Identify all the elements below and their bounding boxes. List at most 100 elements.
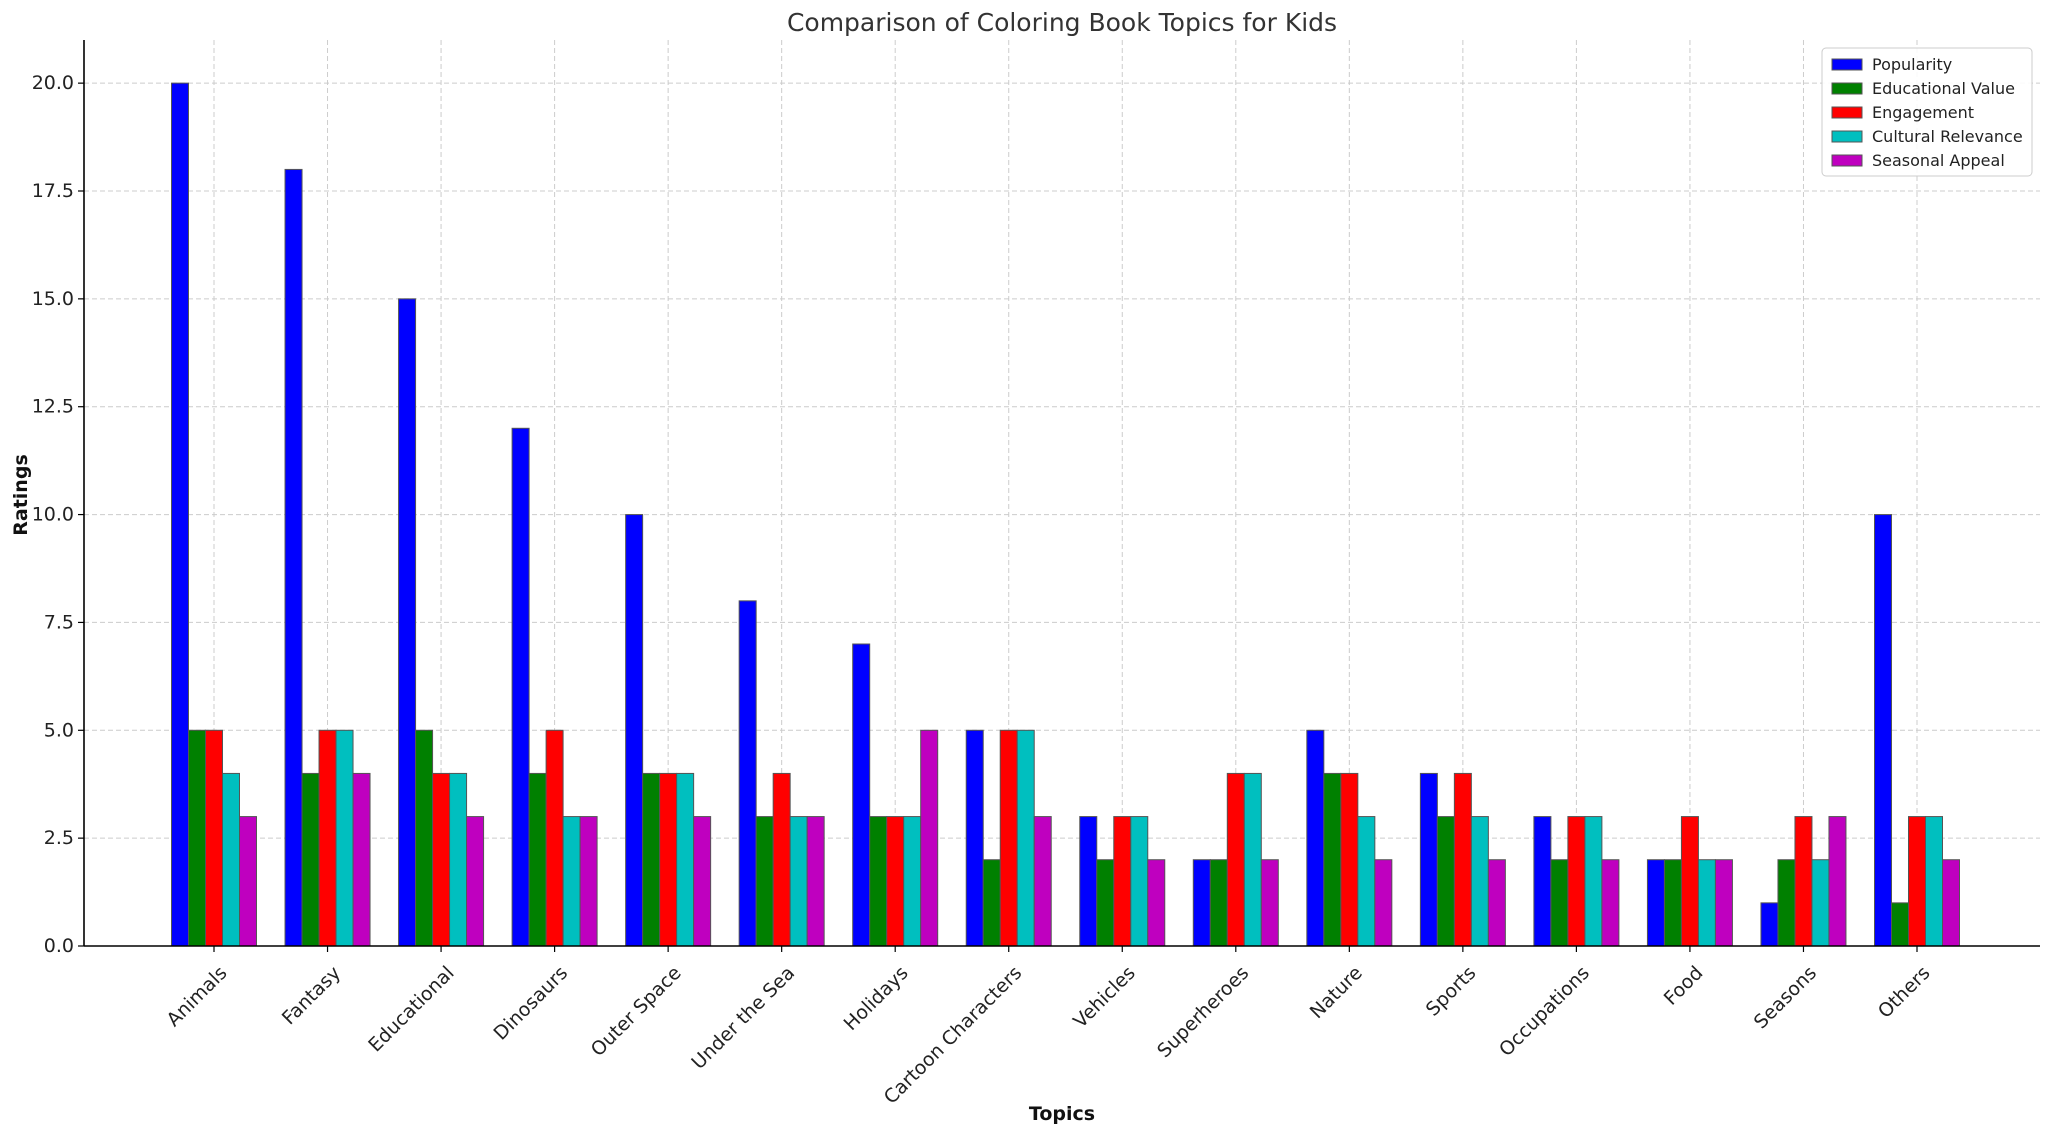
bar-engagement	[205, 729, 223, 947]
y-tick-label: 2.5	[44, 827, 74, 849]
bar-educational-value	[1777, 859, 1796, 947]
bar-seasonal-appeal	[1601, 859, 1620, 947]
x-tick-label: Occupations	[1495, 962, 1594, 1061]
bar-engagement	[1226, 772, 1245, 947]
bar-popularity	[1533, 816, 1552, 947]
bar-educational-value	[301, 772, 320, 947]
bar-seasonal-appeal	[579, 816, 598, 947]
bar-seasonal-appeal	[806, 816, 825, 947]
bar-cultural-relevance	[222, 772, 240, 947]
bar-educational-value	[528, 772, 547, 947]
bar-engagement	[999, 729, 1018, 947]
bar-seasonal-appeal	[239, 816, 257, 947]
y-tick-label: 12.5	[32, 396, 74, 418]
bar-seasonal-appeal	[1487, 859, 1506, 947]
bar-educational-value	[1436, 816, 1455, 947]
bar-seasonal-appeal	[1147, 859, 1166, 947]
bar-engagement	[1453, 772, 1472, 947]
bar-cultural-relevance	[789, 816, 808, 947]
y-tick-label: 15.0	[32, 288, 74, 310]
x-tick-label: Others	[1874, 962, 1935, 1023]
bar-educational-value	[755, 816, 774, 947]
y-tick-label: 0.0	[44, 935, 74, 957]
bar-cultural-relevance	[562, 816, 581, 947]
legend-swatch	[1831, 154, 1863, 167]
legend-swatch	[1831, 82, 1863, 95]
bar-educational-value	[188, 729, 206, 947]
legend-swatch	[1831, 130, 1863, 143]
bar-popularity	[284, 168, 303, 947]
bar-engagement	[1908, 816, 1926, 947]
bar-cultural-relevance	[449, 772, 468, 947]
legend-label: Educational Value	[1872, 79, 2015, 98]
bar-seasonal-appeal	[1374, 859, 1393, 947]
y-tick-label: 20.0	[32, 72, 74, 94]
bar-seasonal-appeal	[1714, 859, 1733, 947]
bar-popularity	[852, 643, 871, 947]
bar-seasonal-appeal	[1942, 859, 1960, 947]
bar-cultural-relevance	[1016, 729, 1035, 947]
chart-title: Comparison of Coloring Book Topics for K…	[787, 8, 1337, 37]
x-tick-label: Dinosaurs	[489, 962, 572, 1045]
legend-label: Engagement	[1872, 103, 1974, 122]
bars-layer	[171, 82, 1960, 947]
axes-layer	[83, 40, 2040, 947]
bar-educational-value	[1323, 772, 1342, 947]
bar-engagement	[1567, 816, 1586, 947]
bar-popularity	[1874, 514, 1892, 947]
bar-cultural-relevance	[1243, 772, 1262, 947]
bar-educational-value	[415, 729, 434, 947]
bar-cultural-relevance	[676, 772, 695, 947]
bar-educational-value	[1096, 859, 1115, 947]
x-tick-label: Seasons	[1750, 962, 1821, 1033]
legend-swatch	[1831, 58, 1863, 71]
bar-educational-value	[1550, 859, 1569, 947]
bar-cultural-relevance	[1697, 859, 1716, 947]
bar-educational-value	[1209, 859, 1228, 947]
bar-engagement	[432, 772, 451, 947]
y-tick-label: 7.5	[44, 611, 74, 633]
ticks-layer: 0.0 2.5 5.0 7.5 10.0 12.5 15.0 17.5 20.0 Animals F…	[32, 72, 1935, 1108]
grid-layer	[84, 40, 2040, 947]
y-tick-label: 17.5	[32, 180, 74, 202]
bar-cultural-relevance	[903, 816, 922, 947]
bar-cultural-relevance	[1470, 816, 1489, 947]
bar-cultural-relevance	[1130, 816, 1149, 947]
bar-engagement	[545, 729, 564, 947]
bar-seasonal-appeal	[920, 729, 939, 947]
bar-educational-value	[642, 772, 661, 947]
bar-popularity	[398, 298, 417, 947]
bar-seasonal-appeal	[1260, 859, 1279, 947]
bar-engagement	[1340, 772, 1359, 947]
legend-swatch	[1831, 106, 1863, 119]
legend-label: Cultural Relevance	[1872, 127, 2023, 146]
x-tick-label: Food	[1660, 962, 1708, 1010]
x-tick-label: Fantasy	[278, 962, 345, 1029]
x-tick-label: Sports	[1422, 962, 1481, 1021]
bar-popularity	[738, 600, 757, 947]
bar-popularity	[1192, 859, 1211, 947]
legend-label: Popularity	[1872, 55, 1952, 74]
bar-educational-value	[1663, 859, 1682, 947]
x-tick-label: Nature	[1306, 962, 1367, 1023]
bar-engagement	[1680, 816, 1699, 947]
bar-engagement	[886, 816, 905, 947]
bar-educational-value	[982, 859, 1001, 947]
x-tick-label: Educational	[364, 962, 458, 1056]
bar-cultural-relevance	[1925, 816, 1943, 947]
bar-cultural-relevance	[1584, 816, 1603, 947]
x-tick-label: Under the Sea	[687, 962, 799, 1074]
x-tick-label: Vehicles	[1069, 962, 1140, 1033]
bar-popularity	[1646, 859, 1665, 947]
bar-engagement	[1794, 816, 1813, 947]
bar-popularity	[171, 82, 189, 947]
bar-engagement	[772, 772, 791, 947]
bar-cultural-relevance	[335, 729, 354, 947]
bar-cultural-relevance	[1811, 859, 1830, 947]
bar-popularity	[1306, 729, 1325, 947]
bar-popularity	[1760, 902, 1779, 947]
bar-popularity	[511, 427, 530, 947]
bar-engagement	[659, 772, 678, 947]
